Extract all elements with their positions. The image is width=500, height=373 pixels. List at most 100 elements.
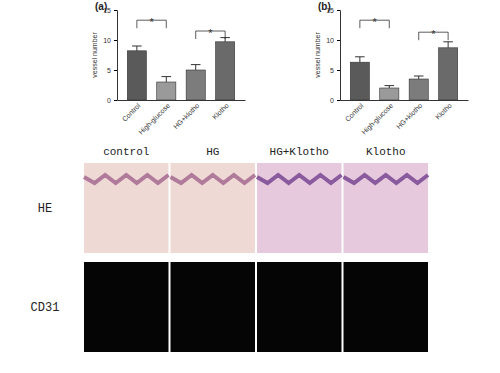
error-bar bbox=[414, 76, 424, 79]
x-axis: ControlHigh-glucoseHG+klotho Klotho bbox=[118, 100, 246, 136]
tick-mark bbox=[114, 100, 117, 101]
error-cap bbox=[132, 46, 142, 47]
tick-mark bbox=[114, 70, 117, 71]
tick-label: High-glucose bbox=[360, 102, 395, 137]
tick: 10 bbox=[326, 37, 340, 44]
x-axis: ControlHigh-glucoseHG+klotho Klotho bbox=[341, 100, 469, 136]
axis-line bbox=[337, 11, 341, 101]
error-bar bbox=[162, 77, 172, 82]
annotation: * bbox=[149, 16, 154, 28]
axis-line bbox=[341, 100, 469, 101]
tick-mark bbox=[337, 40, 340, 41]
micrograph bbox=[257, 262, 342, 352]
tick: 10 bbox=[103, 37, 117, 44]
plot-area bbox=[350, 20, 457, 100]
error-stem bbox=[166, 77, 167, 82]
error-bar bbox=[355, 57, 365, 62]
panel-label: (a) bbox=[95, 1, 107, 12]
error-cap bbox=[162, 76, 172, 77]
error-bar bbox=[132, 46, 142, 51]
tick: 5 bbox=[330, 67, 340, 74]
error-stem bbox=[136, 46, 137, 51]
tick-label: 10 bbox=[103, 37, 111, 44]
fluorescence-image bbox=[257, 262, 342, 352]
tick-label: Klotho bbox=[434, 102, 453, 121]
panel-label: (b) bbox=[318, 1, 331, 12]
epidermis bbox=[257, 175, 342, 183]
tick: 5 bbox=[107, 67, 117, 74]
axis-line bbox=[118, 100, 246, 101]
bar bbox=[216, 42, 235, 100]
tick-label: 0 bbox=[330, 97, 334, 104]
tick-label: HG+klotho bbox=[172, 102, 201, 131]
error-cap bbox=[385, 85, 395, 86]
error-stem bbox=[359, 57, 360, 62]
tick: 0 bbox=[330, 97, 340, 104]
y-axis: 051015 bbox=[326, 7, 340, 104]
annotation: * bbox=[431, 28, 436, 40]
tick: HG+klotho bbox=[172, 100, 201, 130]
tick: 0 bbox=[107, 97, 117, 104]
bar bbox=[380, 88, 399, 100]
bar-chart: **051015ControlHigh-glucoseHG+klothoKlot… bbox=[91, 1, 246, 136]
error-bar bbox=[385, 86, 395, 88]
micrograph bbox=[84, 163, 169, 253]
fluorescence-image bbox=[84, 262, 169, 352]
tick: HG+klotho bbox=[395, 100, 424, 130]
tick-mark bbox=[114, 40, 117, 41]
tissue-image bbox=[257, 163, 342, 253]
tick-mark bbox=[337, 10, 340, 11]
column-label: HG bbox=[206, 146, 219, 158]
bar bbox=[439, 48, 458, 100]
tick-label: 5 bbox=[107, 67, 111, 74]
tick-label: Klotho bbox=[211, 102, 230, 121]
bar bbox=[157, 82, 176, 100]
tick-label: 10 bbox=[326, 37, 334, 44]
tick: High-glucose bbox=[137, 100, 172, 136]
fluorescence-image bbox=[344, 262, 429, 352]
figure: **051015ControlHigh-glucoseHG+klothoKlot… bbox=[0, 0, 500, 373]
micrograph bbox=[171, 163, 256, 253]
row-label: HE bbox=[38, 202, 52, 216]
bar-chart: **051015ControlHigh-glucoseHG+klothoKlot… bbox=[314, 1, 469, 136]
micrograph bbox=[84, 262, 169, 352]
tick-label: Control bbox=[121, 102, 142, 123]
epidermis bbox=[344, 175, 429, 183]
error-bar bbox=[191, 65, 201, 70]
epidermis bbox=[171, 175, 256, 183]
error-cap bbox=[191, 64, 201, 65]
micrograph bbox=[344, 163, 429, 253]
column-label: control bbox=[103, 146, 149, 158]
column-label: HG+Klotho bbox=[270, 146, 329, 158]
error-cap bbox=[414, 76, 424, 77]
y-axis-title: vessel number bbox=[91, 32, 98, 78]
error-cap bbox=[443, 41, 453, 42]
tick-mark bbox=[337, 70, 340, 71]
tick-label: HG+klotho bbox=[395, 102, 424, 131]
tissue-image bbox=[344, 163, 429, 253]
micrograph-grid: controlHGHG+KlothoKlothoHECD31 bbox=[31, 146, 428, 352]
row-label: CD31 bbox=[31, 301, 60, 315]
micrograph bbox=[171, 262, 256, 352]
error-stem bbox=[448, 42, 449, 48]
plot-area bbox=[127, 20, 234, 100]
micrograph bbox=[344, 262, 429, 352]
tick-label: 5 bbox=[330, 67, 334, 74]
axis-line bbox=[114, 11, 118, 101]
tick: High-glucose bbox=[360, 100, 395, 136]
annotation: * bbox=[372, 16, 377, 28]
tick-label: Control bbox=[344, 102, 365, 123]
bar bbox=[350, 62, 369, 100]
micrograph bbox=[257, 163, 342, 253]
bar bbox=[127, 51, 146, 100]
tissue-image bbox=[171, 163, 256, 253]
tick: Control bbox=[344, 100, 365, 123]
epidermis bbox=[84, 175, 169, 183]
tick: Control bbox=[121, 100, 142, 123]
error-bar bbox=[443, 42, 453, 48]
fluorescence-image bbox=[171, 262, 256, 352]
tick: Klotho bbox=[211, 100, 230, 121]
bar bbox=[186, 70, 205, 100]
bar bbox=[409, 79, 428, 100]
y-axis-title: vessel number bbox=[314, 32, 321, 78]
